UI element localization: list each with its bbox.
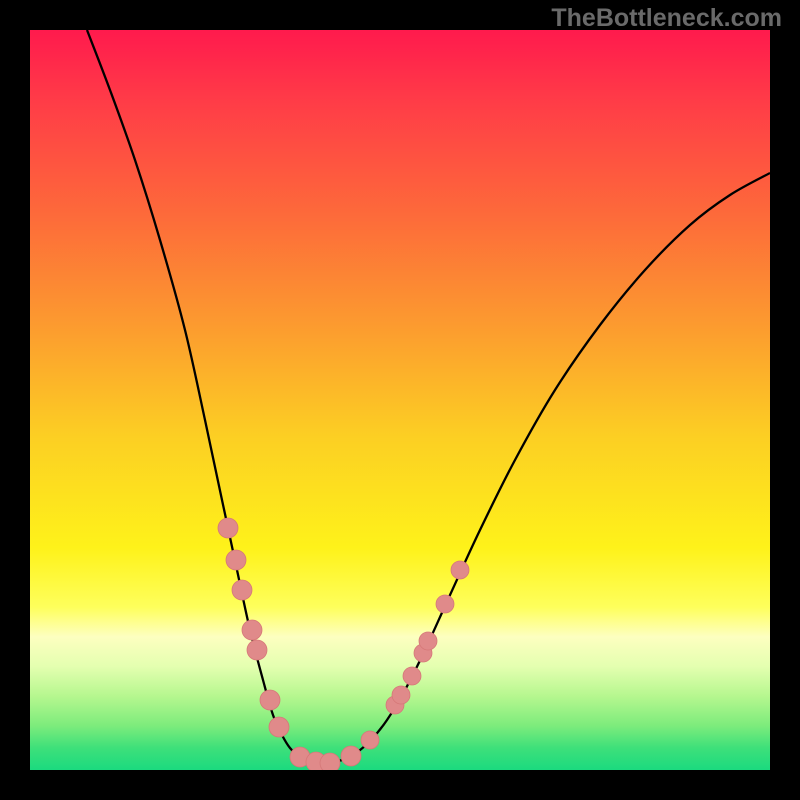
data-marker [361, 731, 379, 749]
plot-area [30, 30, 770, 770]
data-marker [242, 620, 262, 640]
data-marker [247, 640, 267, 660]
data-marker [392, 686, 410, 704]
data-marker [232, 580, 252, 600]
chart-svg [30, 30, 770, 770]
chart-background [30, 30, 770, 770]
data-marker [403, 667, 421, 685]
data-marker [260, 690, 280, 710]
data-marker [226, 550, 246, 570]
data-marker [451, 561, 469, 579]
data-marker [341, 746, 361, 766]
watermark-text: TheBottleneck.com [551, 4, 782, 33]
data-marker [436, 595, 454, 613]
data-marker [269, 717, 289, 737]
data-marker [320, 753, 340, 770]
data-marker [419, 632, 437, 650]
data-marker [218, 518, 238, 538]
